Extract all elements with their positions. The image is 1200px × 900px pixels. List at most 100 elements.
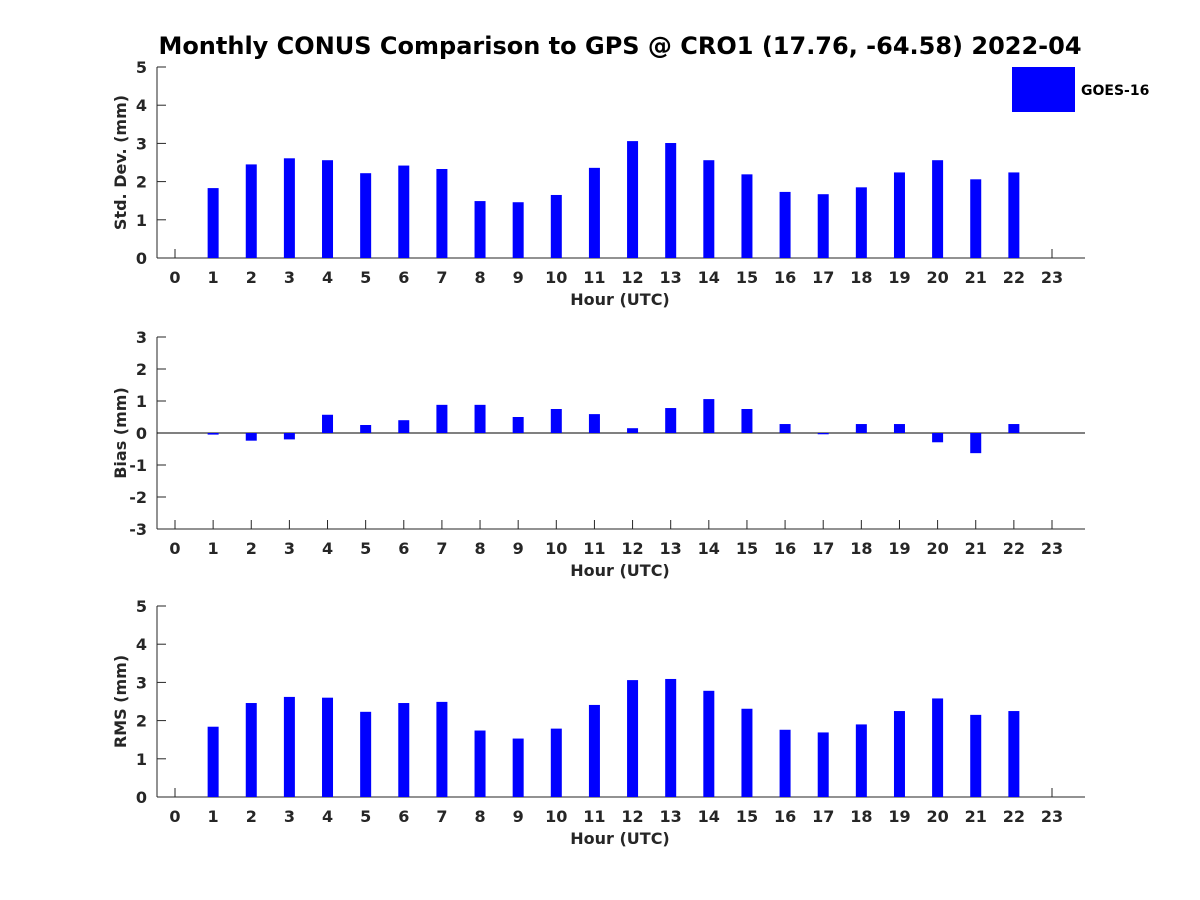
x-tick-label: 6 xyxy=(398,539,409,558)
bar xyxy=(855,187,867,258)
bar xyxy=(1008,711,1020,797)
x-tick-label: 20 xyxy=(926,268,948,287)
bar xyxy=(474,404,486,433)
bar xyxy=(245,703,257,797)
y-axis-label: Std. Dev. (mm) xyxy=(111,95,130,230)
x-tick-label: 19 xyxy=(888,807,910,826)
bar xyxy=(932,160,944,258)
y-tick-label: 1 xyxy=(136,392,147,411)
x-tick-label: 2 xyxy=(246,268,257,287)
x-tick-label: 17 xyxy=(812,268,834,287)
x-tick-label: 8 xyxy=(474,539,485,558)
x-tick-label: 9 xyxy=(513,268,524,287)
x-tick-label: 12 xyxy=(621,268,643,287)
x-tick-label: 3 xyxy=(284,268,295,287)
x-tick-label: 0 xyxy=(169,539,180,558)
y-tick-label: 2 xyxy=(136,173,147,192)
x-tick-label: 23 xyxy=(1041,807,1063,826)
x-axis-label: Hour (UTC) xyxy=(570,290,670,309)
bar xyxy=(207,188,219,258)
y-axis-label: RMS (mm) xyxy=(111,655,130,748)
x-tick-label: 11 xyxy=(583,268,605,287)
x-tick-label: 12 xyxy=(621,539,643,558)
legend-label: GOES-16 xyxy=(1081,83,1149,99)
bar xyxy=(893,711,905,797)
chart-title: Monthly CONUS Comparison to GPS @ CRO1 (… xyxy=(158,32,1081,60)
y-tick-label: 2 xyxy=(136,360,147,379)
x-tick-label: 4 xyxy=(322,807,333,826)
x-tick-label: 20 xyxy=(926,539,948,558)
x-tick-label: 19 xyxy=(888,539,910,558)
y-tick-label: 5 xyxy=(136,58,147,77)
x-tick-label: 11 xyxy=(583,539,605,558)
bar xyxy=(665,678,677,797)
bar xyxy=(817,732,829,797)
bar xyxy=(283,158,295,258)
bar xyxy=(741,708,753,797)
x-tick-label: 13 xyxy=(660,539,682,558)
x-tick-label: 5 xyxy=(360,807,371,826)
bar xyxy=(512,738,524,797)
bar xyxy=(855,424,867,433)
bar xyxy=(779,424,791,433)
bar xyxy=(970,714,982,797)
y-tick-label: 1 xyxy=(136,211,147,230)
bar xyxy=(893,424,905,433)
x-tick-label: 20 xyxy=(926,807,948,826)
x-tick-label: 14 xyxy=(698,268,720,287)
bar xyxy=(703,399,715,433)
bar xyxy=(360,711,372,797)
bar xyxy=(627,141,639,258)
x-tick-label: 22 xyxy=(1003,268,1025,287)
y-tick-label: 1 xyxy=(136,750,147,769)
y-axis-label: Bias (mm) xyxy=(111,387,130,479)
x-tick-label: 9 xyxy=(513,807,524,826)
bar xyxy=(474,201,486,258)
x-tick-label: 16 xyxy=(774,268,796,287)
x-tick-label: 21 xyxy=(965,807,987,826)
y-tick-label: 3 xyxy=(136,328,147,347)
x-tick-label: 7 xyxy=(436,807,447,826)
bar xyxy=(398,420,410,433)
x-axis-label: Hour (UTC) xyxy=(570,829,670,848)
bar xyxy=(360,173,372,258)
x-tick-label: 6 xyxy=(398,268,409,287)
x-tick-label: 15 xyxy=(736,539,758,558)
x-tick-label: 22 xyxy=(1003,807,1025,826)
x-tick-label: 16 xyxy=(774,539,796,558)
bar xyxy=(512,202,524,258)
bar xyxy=(588,414,600,433)
bar xyxy=(932,433,944,443)
bar xyxy=(703,160,715,258)
bar xyxy=(360,425,372,433)
x-tick-label: 19 xyxy=(888,268,910,287)
x-tick-label: 5 xyxy=(360,539,371,558)
x-tick-label: 23 xyxy=(1041,539,1063,558)
y-tick-label: 0 xyxy=(136,788,147,807)
bar xyxy=(665,143,677,258)
bar xyxy=(627,428,639,433)
x-tick-label: 0 xyxy=(169,268,180,287)
bar xyxy=(665,408,677,433)
y-tick-label: -2 xyxy=(129,488,147,507)
x-tick-label: 16 xyxy=(774,807,796,826)
x-tick-label: 15 xyxy=(736,807,758,826)
y-tick-label: 2 xyxy=(136,712,147,731)
bar xyxy=(588,704,600,797)
x-tick-label: 3 xyxy=(284,807,295,826)
bar xyxy=(817,433,829,435)
y-tick-label: 4 xyxy=(136,635,147,654)
x-tick-label: 1 xyxy=(208,539,219,558)
x-tick-label: 21 xyxy=(965,539,987,558)
bar xyxy=(474,730,486,797)
x-tick-label: 13 xyxy=(660,807,682,826)
bar xyxy=(512,417,524,433)
bar xyxy=(741,409,753,433)
x-tick-label: 10 xyxy=(545,539,567,558)
x-tick-label: 18 xyxy=(850,807,872,826)
x-tick-label: 12 xyxy=(621,807,643,826)
